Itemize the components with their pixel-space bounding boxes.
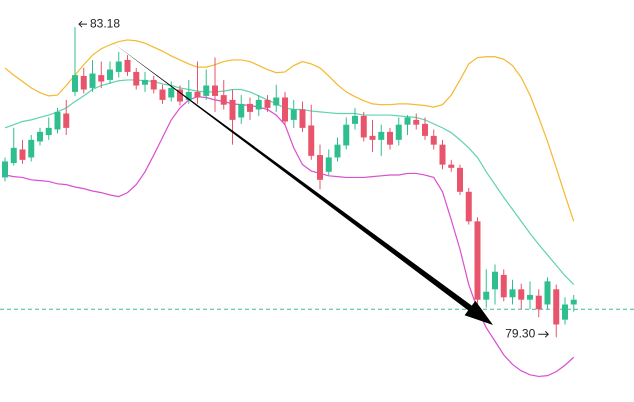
- candle-body: [80, 75, 87, 90]
- candle-body: [72, 75, 78, 92]
- annotation-arrow: [538, 330, 549, 338]
- candle-body: [369, 135, 376, 140]
- candle-body: [500, 274, 507, 298]
- candle-body: [570, 299, 577, 305]
- annotation-label: 83.18: [90, 16, 120, 30]
- annotation-label: 79.30: [505, 326, 535, 340]
- candle-body: [89, 73, 96, 88]
- annotation-arrow: [78, 20, 87, 28]
- candle-body: [413, 119, 420, 125]
- candle-body: [430, 135, 437, 145]
- candle-body: [185, 91, 192, 100]
- candle-body: [282, 97, 288, 122]
- candle-body: [124, 59, 131, 72]
- candle-body: [28, 139, 35, 158]
- candle-body: [229, 99, 236, 120]
- candle-body: [457, 167, 463, 192]
- trend-arrow: [113, 43, 493, 325]
- band-line: [4, 39, 575, 222]
- candle-body: [562, 304, 568, 320]
- candle-body: [264, 99, 271, 108]
- candle-body: [255, 99, 262, 110]
- candle-body: [387, 131, 393, 145]
- candle-body: [308, 125, 315, 156]
- candle-body: [343, 124, 350, 146]
- candle-body: [492, 271, 498, 290]
- candle-body: [203, 85, 210, 96]
- candle-body: [45, 127, 52, 136]
- candle-body: [115, 61, 122, 72]
- candle-body: [448, 164, 455, 168]
- candle-body: [220, 95, 227, 105]
- candle-body: [273, 97, 280, 106]
- candle-body: [177, 89, 183, 102]
- candle-body: [63, 113, 70, 128]
- candle-body: [142, 79, 148, 85]
- candle-body: [360, 115, 367, 138]
- candle-body: [553, 289, 560, 325]
- candle-body: [334, 144, 341, 158]
- candle-body: [474, 221, 481, 300]
- candle-body: [37, 131, 43, 142]
- candle-body: [19, 149, 26, 160]
- candle-body: [133, 71, 140, 86]
- candle-body: [290, 109, 297, 120]
- candle-body: [465, 191, 472, 222]
- candle-body: [98, 75, 105, 82]
- candle-body: [10, 147, 17, 164]
- candle-body: [404, 117, 411, 125]
- candle-body: [352, 115, 358, 124]
- candle-body: [159, 89, 166, 100]
- candle-body: [238, 103, 245, 118]
- candle-body: [422, 123, 428, 136]
- candle-body: [544, 281, 551, 305]
- band-line: [4, 79, 575, 285]
- candle-body: [317, 155, 323, 180]
- candle-body: [395, 124, 402, 140]
- candle-body: [527, 294, 533, 300]
- candle-body: [325, 157, 332, 172]
- candle-body: [299, 109, 306, 128]
- band-line: [4, 96, 575, 378]
- candle-body: [483, 291, 490, 300]
- candle-body: [168, 87, 175, 98]
- candle-body: [194, 91, 201, 98]
- candle-body: [212, 85, 218, 96]
- candle-body: [439, 144, 446, 165]
- candle-body: [247, 103, 253, 112]
- candle-body: [150, 79, 157, 90]
- candle-body: [535, 295, 542, 310]
- candle-body: [54, 111, 61, 130]
- candle-body: [518, 289, 525, 300]
- candle-body: [2, 161, 8, 178]
- candle-body: [378, 131, 385, 140]
- candle-body: [509, 289, 516, 298]
- candle-body: [107, 69, 113, 80]
